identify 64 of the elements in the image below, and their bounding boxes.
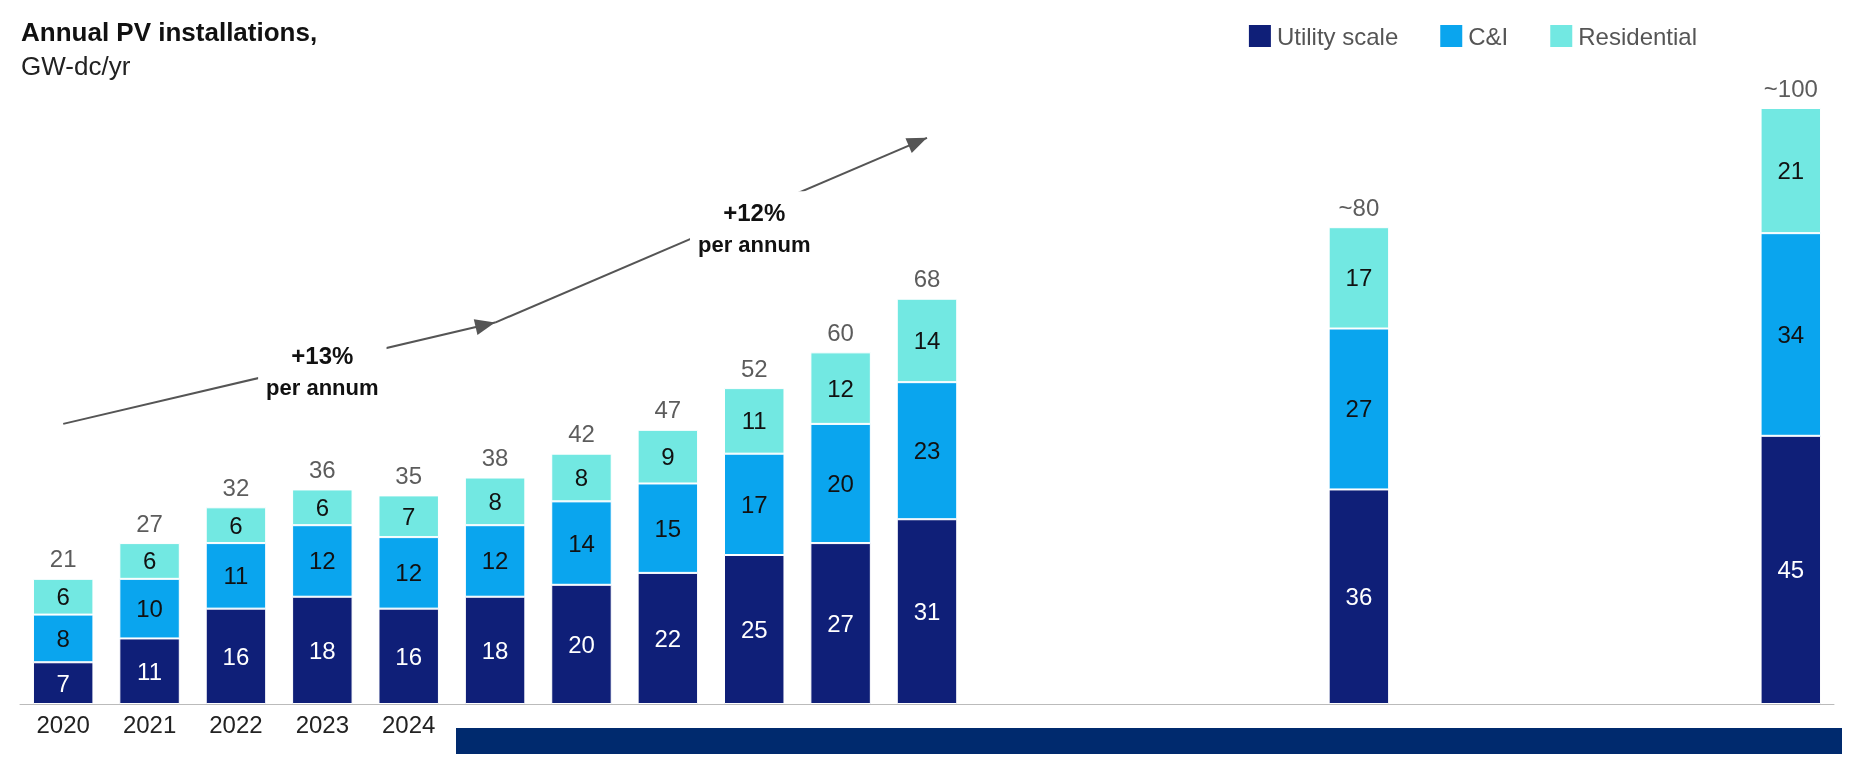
total-label: 47 <box>654 396 682 424</box>
data-label: 6 <box>315 493 330 521</box>
data-label: 15 <box>654 514 682 542</box>
legend-label: C&I <box>1468 22 1509 50</box>
total-label: 21 <box>49 545 77 573</box>
data-label: 7 <box>402 502 416 530</box>
data-label: 23 <box>913 437 941 465</box>
data-label: 12 <box>308 547 336 575</box>
chart-subtitle: GW-dc/yr <box>21 51 131 81</box>
total-label: 60 <box>827 318 854 346</box>
chart-title: Annual PV installations, <box>21 17 318 47</box>
data-label: 34 <box>1777 320 1805 348</box>
data-label: 18 <box>308 636 336 664</box>
data-label: 27 <box>1345 395 1373 423</box>
data-label: 14 <box>568 529 595 557</box>
data-label: 11 <box>137 657 163 685</box>
x-tick-label: 2024 <box>382 710 436 738</box>
data-label: 27 <box>827 610 854 638</box>
data-label: 31 <box>913 598 941 626</box>
data-label: 7 <box>56 669 70 697</box>
data-label: 8 <box>56 624 70 652</box>
data-label: 16 <box>395 642 423 670</box>
data-label: 6 <box>229 511 243 539</box>
data-label: 45 <box>1777 556 1805 584</box>
data-label: 16 <box>222 642 250 670</box>
total-label: 35 <box>395 461 423 489</box>
total-label: 32 <box>222 473 250 501</box>
annotation: +13% per annum <box>266 341 379 400</box>
total-label: 52 <box>740 354 768 382</box>
data-label: 17 <box>1345 264 1373 292</box>
x-tick-label: 2023 <box>295 710 350 738</box>
data-label: 6 <box>142 547 157 575</box>
x-tick-label: 2022 <box>209 710 263 738</box>
data-label: 21 <box>1777 157 1805 185</box>
data-label: 12 <box>395 559 423 587</box>
data-label: 11 <box>223 562 249 590</box>
x-tick-label: 2021 <box>122 710 177 738</box>
data-label: 12 <box>827 374 854 402</box>
data-label: 12 <box>481 547 509 575</box>
data-label: 8 <box>488 487 502 515</box>
data-label: 25 <box>740 616 768 643</box>
data-label: 6 <box>56 583 70 611</box>
data-label: 20 <box>568 630 595 658</box>
legend-label: Residential <box>1578 22 1697 50</box>
data-label: 17 <box>740 490 768 518</box>
data-label: 14 <box>913 326 941 354</box>
data-label: 20 <box>827 469 854 497</box>
legend-label: Utility scale <box>1276 22 1399 50</box>
total-label: 68 <box>913 265 941 293</box>
data-label: 9 <box>661 443 675 471</box>
data-label: 11 <box>741 407 767 435</box>
data-label: 8 <box>574 464 589 492</box>
data-label: 36 <box>1345 583 1373 611</box>
annotation: +12% per annum <box>698 198 811 257</box>
data-label: 18 <box>481 636 509 664</box>
total-label: ~100 <box>1763 74 1818 102</box>
total-label: ~80 <box>1338 193 1380 221</box>
data-label: 22 <box>654 624 682 652</box>
total-label: 27 <box>136 509 163 537</box>
total-label: 42 <box>568 420 595 448</box>
total-label: 38 <box>481 444 509 472</box>
data-label: 10 <box>136 595 163 623</box>
total-label: 36 <box>308 455 336 483</box>
x-tick-label: 2020 <box>36 710 90 738</box>
